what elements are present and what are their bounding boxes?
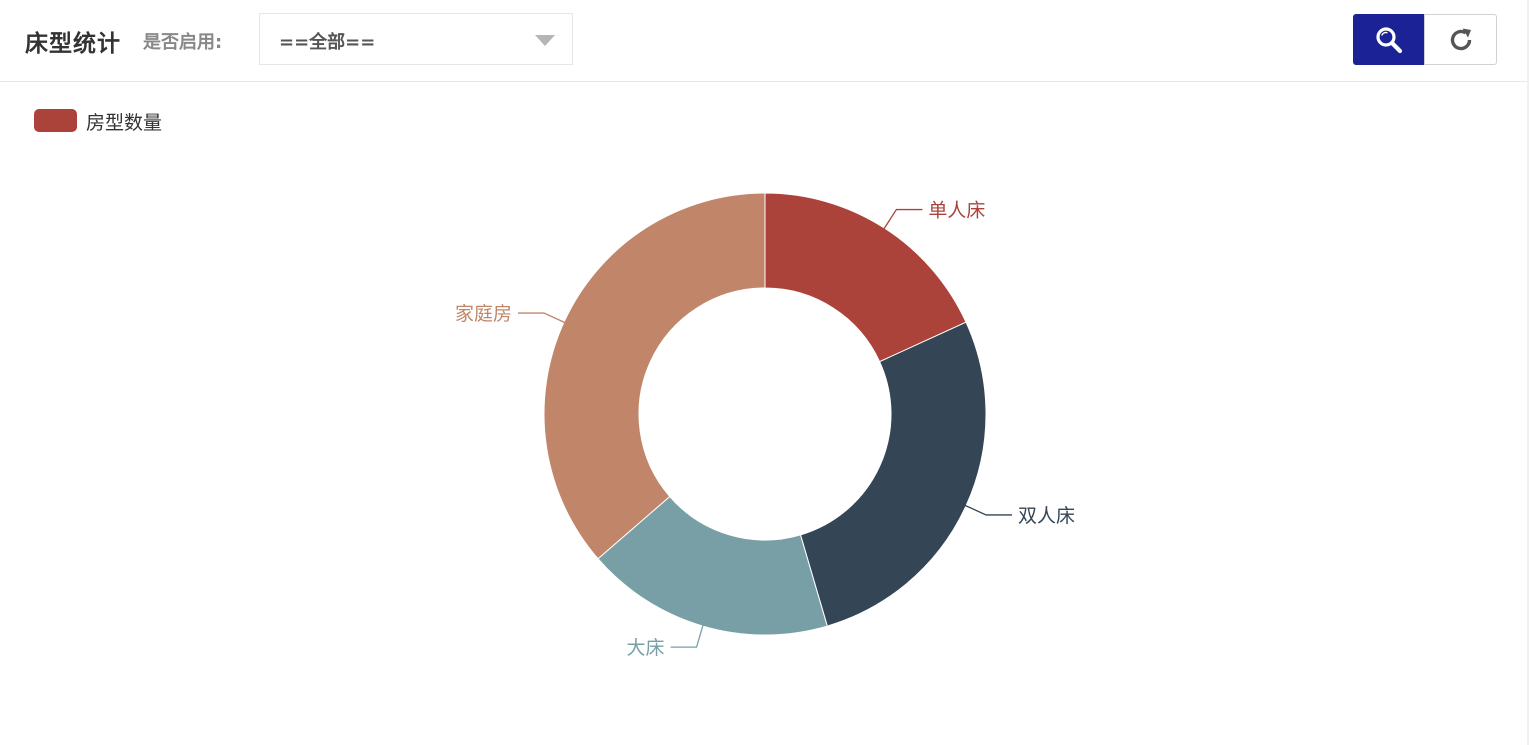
select-value: ==全部== — [279, 32, 376, 53]
label-line-4 — [517, 312, 567, 324]
legend-label: 房型数量 — [86, 112, 163, 134]
search-icon — [1376, 26, 1403, 53]
search-button[interactable] — [1353, 14, 1425, 65]
slice-label-4: 家庭房 — [455, 303, 512, 325]
label-line-3 — [670, 623, 704, 648]
legend-swatch — [34, 109, 77, 132]
filter-label: 是否启用: — [143, 32, 223, 53]
refresh-button[interactable] — [1424, 14, 1497, 65]
label-line-1 — [882, 208, 923, 231]
slice-label-1: 单人床 — [928, 200, 985, 222]
chevron-down-icon — [535, 35, 555, 46]
refresh-icon — [1450, 28, 1471, 50]
donut-slice-1[interactable] — [764, 192, 967, 363]
label-line-2 — [963, 504, 1013, 516]
page-title: 床型统计 — [25, 31, 121, 57]
chart-slices — [543, 192, 987, 636]
toolbar: 床型统计 是否启用: ==全部== — [0, 0, 1527, 82]
enabled-filter-select[interactable]: ==全部== — [259, 13, 573, 65]
slice-label-2: 双人床 — [1018, 505, 1075, 527]
donut-slice-3[interactable] — [597, 495, 828, 636]
donut-slice-2[interactable] — [799, 321, 987, 627]
donut-slice-4[interactable] — [543, 192, 766, 560]
slice-label-3: 大床 — [627, 637, 665, 659]
